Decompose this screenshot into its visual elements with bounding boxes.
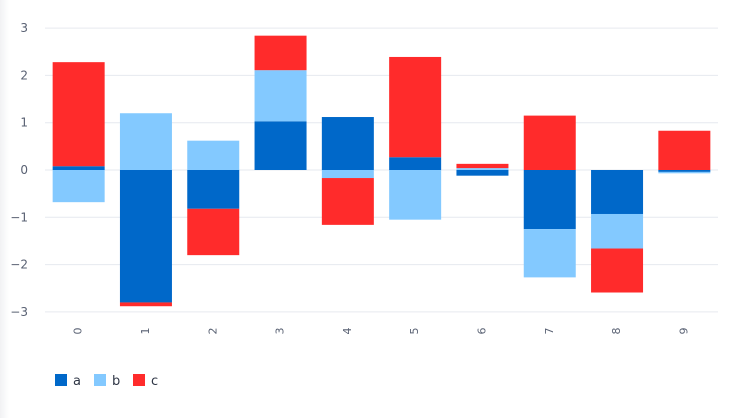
legend-swatch-c (133, 374, 145, 386)
x-tick-label: 3 (274, 328, 287, 335)
left-edge-shadow (0, 0, 9, 418)
x-tick-label: 8 (610, 328, 623, 335)
x-tick-label: 9 (677, 328, 690, 335)
x-tick-label: 2 (206, 328, 219, 335)
legend-label-b: b (112, 374, 120, 389)
bar-b-8[interactable] (591, 213, 644, 249)
legend[interactable]: a b c (55, 374, 158, 389)
bar-c-8[interactable] (591, 248, 644, 293)
bar-b-1[interactable] (119, 113, 172, 170)
x-tick-label: 7 (543, 328, 556, 335)
bar-b-5[interactable] (389, 170, 442, 220)
y-tick-label: −1 (10, 210, 28, 224)
x-tick-label: 0 (72, 328, 85, 335)
y-tick-label: 0 (20, 163, 28, 177)
bar-c-0[interactable] (52, 62, 105, 167)
bar-a-3[interactable] (254, 121, 307, 170)
legend-label-a: a (73, 374, 81, 389)
bars (52, 35, 711, 307)
bar-c-2[interactable] (187, 208, 240, 256)
bar-b-4[interactable] (321, 170, 374, 179)
legend-swatch-a (55, 374, 67, 386)
bar-a-5[interactable] (389, 157, 442, 170)
bar-a-7[interactable] (523, 170, 576, 230)
bar-a-8[interactable] (591, 170, 644, 214)
x-tick-label: 6 (475, 328, 488, 335)
bar-a-2[interactable] (187, 170, 240, 209)
bar-c-7[interactable] (523, 115, 576, 170)
legend-label-c: c (151, 374, 158, 389)
x-tick-label: 4 (341, 328, 354, 335)
bar-a-6[interactable] (456, 170, 509, 176)
y-tick-label: −3 (10, 305, 28, 319)
y-tick-label: 1 (20, 116, 28, 130)
y-axis-ticks: −3 −2 −1 0 1 2 3 (10, 21, 28, 319)
y-tick-label: 3 (20, 21, 28, 35)
bar-b-7[interactable] (523, 229, 576, 278)
legend-item-b[interactable]: b (94, 374, 120, 389)
bar-c-1[interactable] (119, 302, 172, 307)
bar-b-3[interactable] (254, 70, 307, 122)
bar-c-5[interactable] (389, 56, 442, 158)
bar-a-4[interactable] (321, 117, 374, 170)
y-tick-label: −2 (10, 258, 28, 272)
bar-b-0[interactable] (52, 170, 105, 203)
bar-c-9[interactable] (658, 130, 711, 170)
bar-b-9[interactable] (658, 171, 711, 174)
bar-b-6[interactable] (456, 168, 509, 170)
legend-item-a[interactable]: a (55, 374, 81, 389)
x-tick-label: 1 (139, 328, 152, 335)
legend-swatch-b (94, 374, 106, 386)
bar-a-0[interactable] (52, 166, 105, 170)
bar-b-2[interactable] (187, 140, 240, 170)
y-tick-label: 2 (20, 68, 28, 82)
bar-a-9[interactable] (658, 170, 711, 172)
x-axis-ticks: 0 1 2 3 4 5 6 7 8 9 (72, 328, 691, 335)
legend-item-c[interactable]: c (133, 374, 158, 389)
x-tick-label: 5 (408, 328, 421, 335)
bar-a-1[interactable] (119, 170, 172, 303)
bar-c-4[interactable] (321, 178, 374, 225)
bar-c-6[interactable] (456, 163, 509, 169)
bar-c-3[interactable] (254, 35, 307, 71)
